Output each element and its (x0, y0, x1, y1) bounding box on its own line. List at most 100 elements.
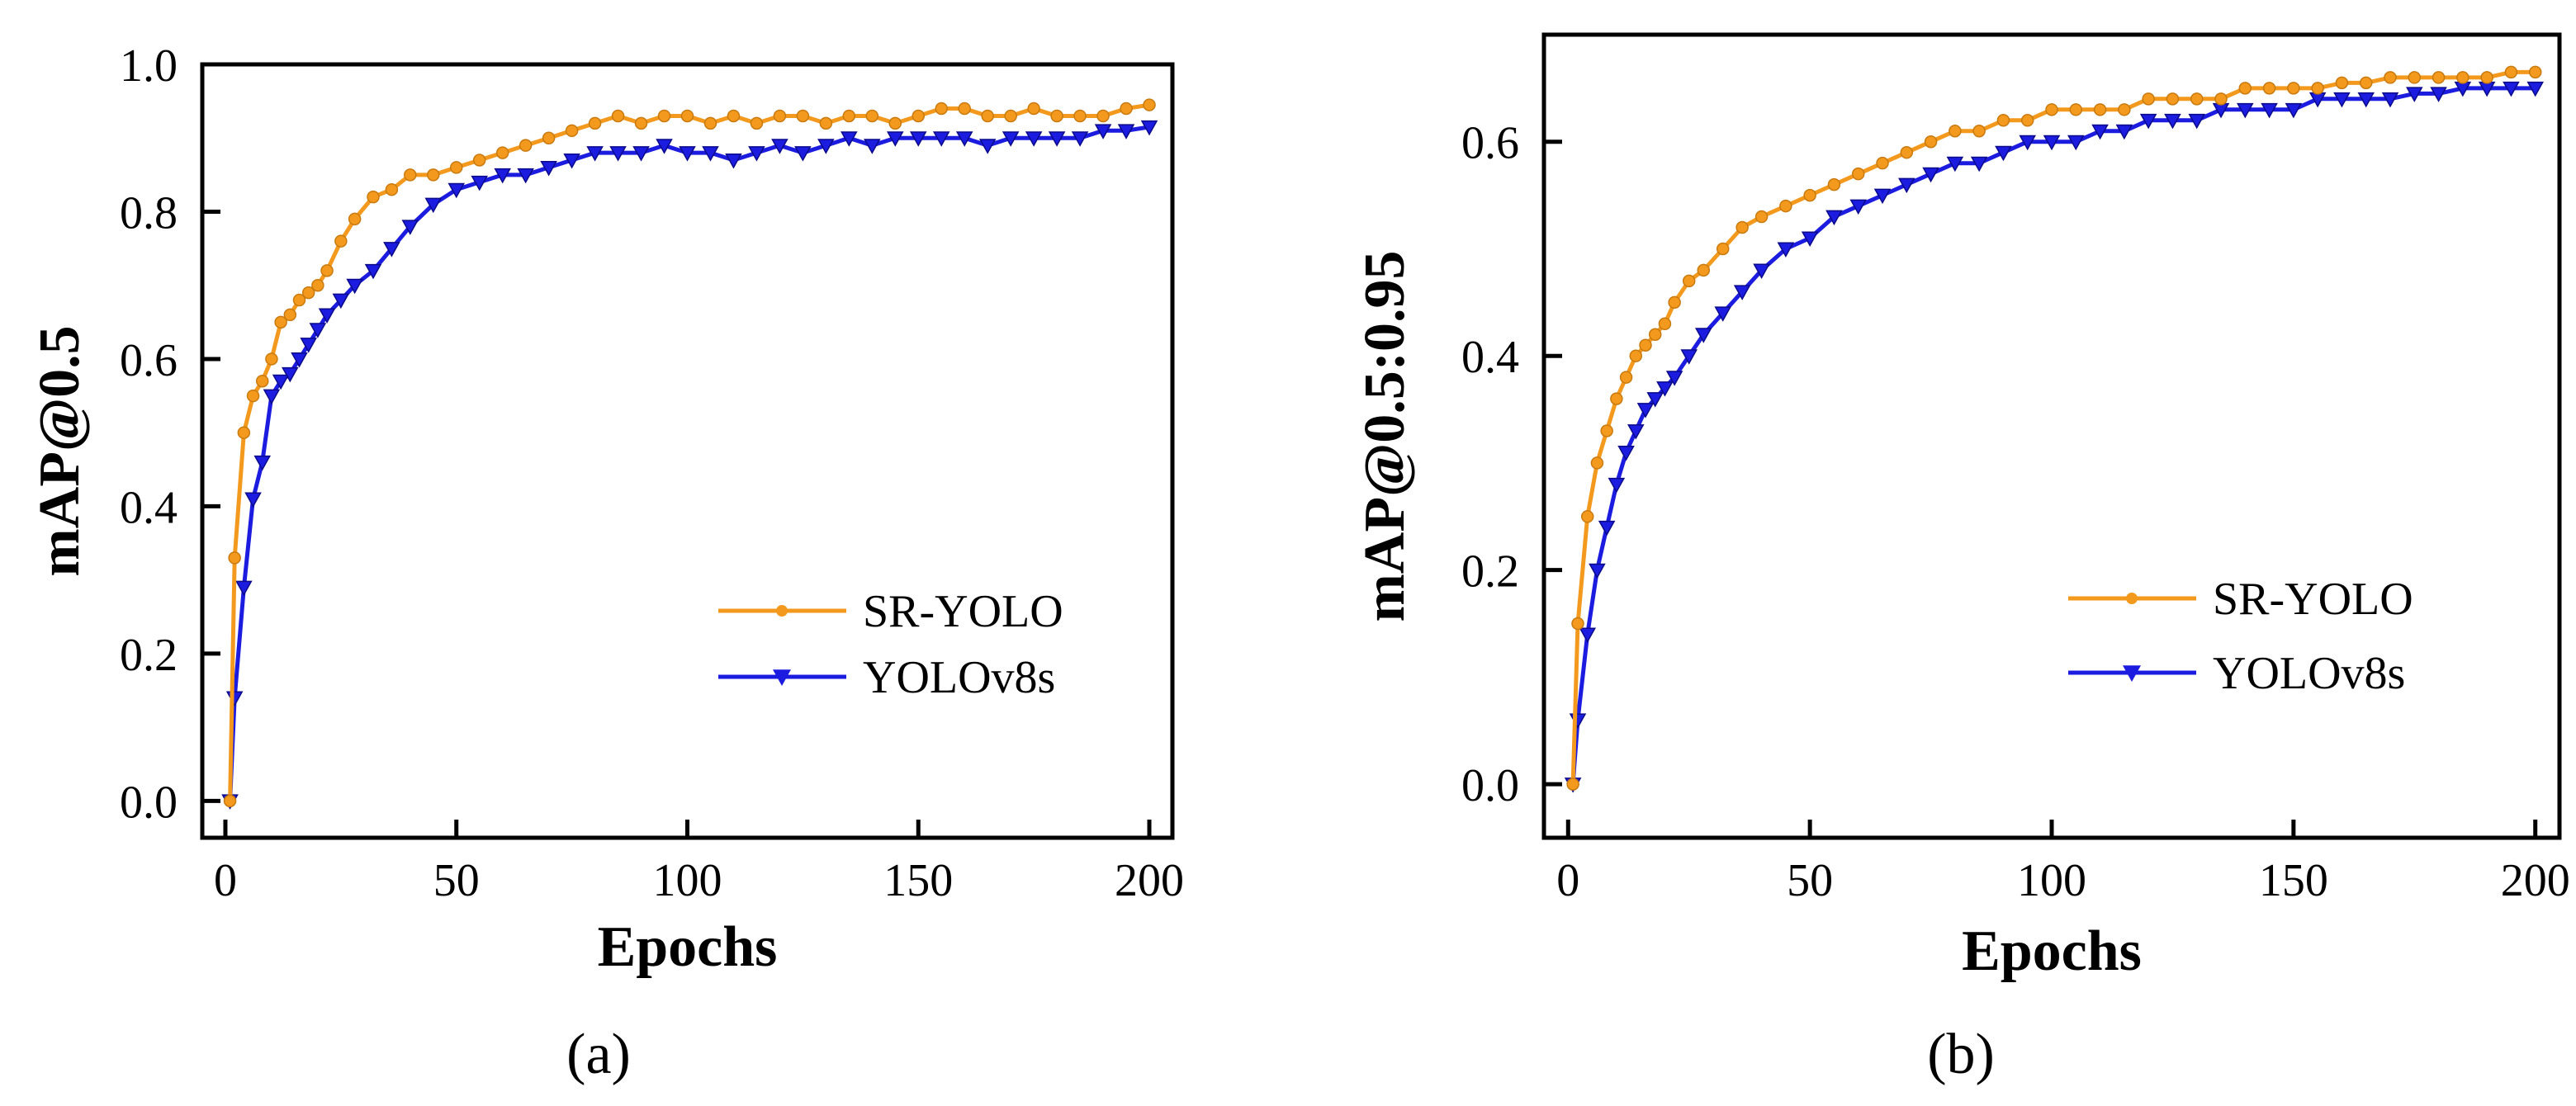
data-point-yolov8s (1665, 371, 1683, 386)
y-tick-label: 0.6 (1461, 118, 1519, 169)
data-point-sr-yolo (2020, 114, 2034, 127)
data-point-sr-yolo (819, 116, 833, 130)
data-point-sr-yolo (2190, 92, 2204, 106)
data-point-yolov8s (300, 338, 317, 353)
data-point-yolov8s (318, 308, 336, 324)
x-tick-label: 50 (433, 855, 480, 906)
data-point-sr-yolo (2069, 103, 2083, 116)
panel-b-x-axis: 0 50 100 150 200 (1556, 820, 2570, 906)
data-point-yolov8s (1579, 627, 1596, 644)
data-point-yolov8s (1094, 124, 1112, 139)
panel-a-y-axis: 0.0 0.2 0.4 0.6 0.8 1.0 (120, 40, 220, 828)
data-point-yolov8s (263, 389, 281, 405)
data-point-yolov8s (586, 146, 604, 162)
data-point-yolov8s (1898, 177, 1915, 194)
x-tick-label: 150 (883, 855, 953, 906)
data-point-yolov8s (2139, 113, 2157, 130)
data-point-sr-yolo (1629, 349, 1643, 362)
data-point-yolov8s (609, 146, 627, 162)
data-point-sr-yolo (2480, 71, 2493, 84)
data-point-yolov8s (955, 131, 973, 147)
y-tick-label: 0.4 (1461, 332, 1519, 383)
data-point-sr-yolo (334, 234, 348, 248)
data-point-yolov8s (563, 154, 580, 169)
data-point-sr-yolo (958, 102, 971, 116)
data-point-yolov8s (364, 263, 382, 280)
data-point-yolov8s (1002, 131, 1020, 147)
data-point-yolov8s (1680, 349, 1698, 365)
data-point-sr-yolo (588, 116, 602, 130)
x-tick-label: 100 (2017, 855, 2086, 906)
data-point-yolov8s (1801, 231, 1819, 248)
data-point-sr-yolo (542, 131, 556, 144)
legend-swatch-yolov8s-marker (2123, 665, 2141, 682)
panel-a-legend: SR-YOLO YOLOv8s (718, 586, 1063, 703)
data-point-yolov8s (383, 242, 400, 258)
data-point-yolov8s (1646, 392, 1664, 408)
data-point-sr-yolo (472, 154, 486, 167)
data-point-sr-yolo (1073, 109, 1087, 123)
data-point-sr-yolo (2456, 71, 2469, 84)
data-point-yolov8s (1695, 328, 1712, 343)
data-point-yolov8s (2043, 135, 2061, 151)
data-point-yolov8s (748, 146, 765, 162)
data-point-yolov8s (2357, 92, 2375, 108)
data-point-sr-yolo (237, 426, 251, 439)
data-point-yolov8s (2067, 135, 2085, 151)
x-tick-label: 100 (653, 855, 722, 906)
data-point-yolov8s (494, 168, 511, 184)
data-point-yolov8s (471, 175, 488, 191)
panel-b-y-axis: 0.0 0.2 0.4 0.6 (1461, 118, 1562, 811)
legend-label-yolov8s: YOLOv8s (863, 652, 1055, 703)
data-point-sr-yolo (1600, 424, 1613, 437)
data-point-sr-yolo (2335, 76, 2349, 90)
data-point-yolov8s (1627, 424, 1645, 440)
y-tick-label: 0.0 (1461, 760, 1519, 811)
data-point-sr-yolo (1716, 242, 1730, 256)
data-point-yolov8s (978, 139, 997, 154)
y-tick-label: 0.4 (120, 482, 178, 533)
data-point-sr-yolo (283, 308, 297, 322)
data-point-sr-yolo (1779, 199, 1792, 213)
legend-swatch-sr-yolo-marker (2126, 593, 2138, 604)
data-point-yolov8s (656, 139, 673, 154)
data-point-sr-yolo (680, 109, 694, 123)
data-point-yolov8s (1617, 446, 1635, 461)
y-tick-label: 0.6 (120, 335, 178, 386)
data-point-yolov8s (2237, 102, 2254, 119)
y-tick-label: 0.8 (120, 187, 178, 239)
data-point-yolov8s (841, 131, 858, 147)
data-point-sr-yolo (1851, 167, 1865, 181)
legend-entry-sr-yolo: SR-YOLO (718, 586, 1063, 637)
data-point-yolov8s (2430, 87, 2447, 102)
data-point-sr-yolo (246, 389, 260, 403)
data-point-sr-yolo (842, 109, 856, 123)
data-point-sr-yolo (1876, 156, 1889, 170)
data-point-sr-yolo (935, 102, 948, 116)
data-point-sr-yolo (367, 190, 380, 204)
data-point-yolov8s (1025, 131, 1043, 147)
data-point-yolov8s (291, 352, 308, 368)
data-point-sr-yolo (1120, 102, 1133, 116)
x-tick-label: 200 (2501, 855, 2570, 906)
data-point-sr-yolo (2528, 65, 2542, 79)
data-point-sr-yolo (1571, 617, 1584, 631)
data-point-yolov8s (244, 492, 262, 508)
data-point-yolov8s (1777, 242, 1795, 258)
data-point-yolov8s (1753, 263, 1770, 279)
data-point-yolov8s (909, 131, 927, 147)
legend-swatch-yolov8s-marker (773, 669, 791, 686)
data-point-sr-yolo (1096, 109, 1110, 123)
data-point-yolov8s (632, 146, 650, 162)
data-point-sr-yolo (1639, 338, 1652, 352)
data-point-sr-yolo (2287, 82, 2300, 95)
data-point-yolov8s (401, 220, 419, 235)
data-point-yolov8s (332, 293, 350, 310)
data-point-sr-yolo (2262, 82, 2276, 95)
data-point-yolov8s (2526, 81, 2544, 97)
data-point-sr-yolo (311, 278, 324, 292)
data-point-sr-yolo (427, 168, 440, 182)
data-point-yolov8s (253, 455, 272, 471)
data-point-yolov8s (1598, 520, 1616, 536)
data-point-sr-yolo (1924, 135, 1938, 149)
